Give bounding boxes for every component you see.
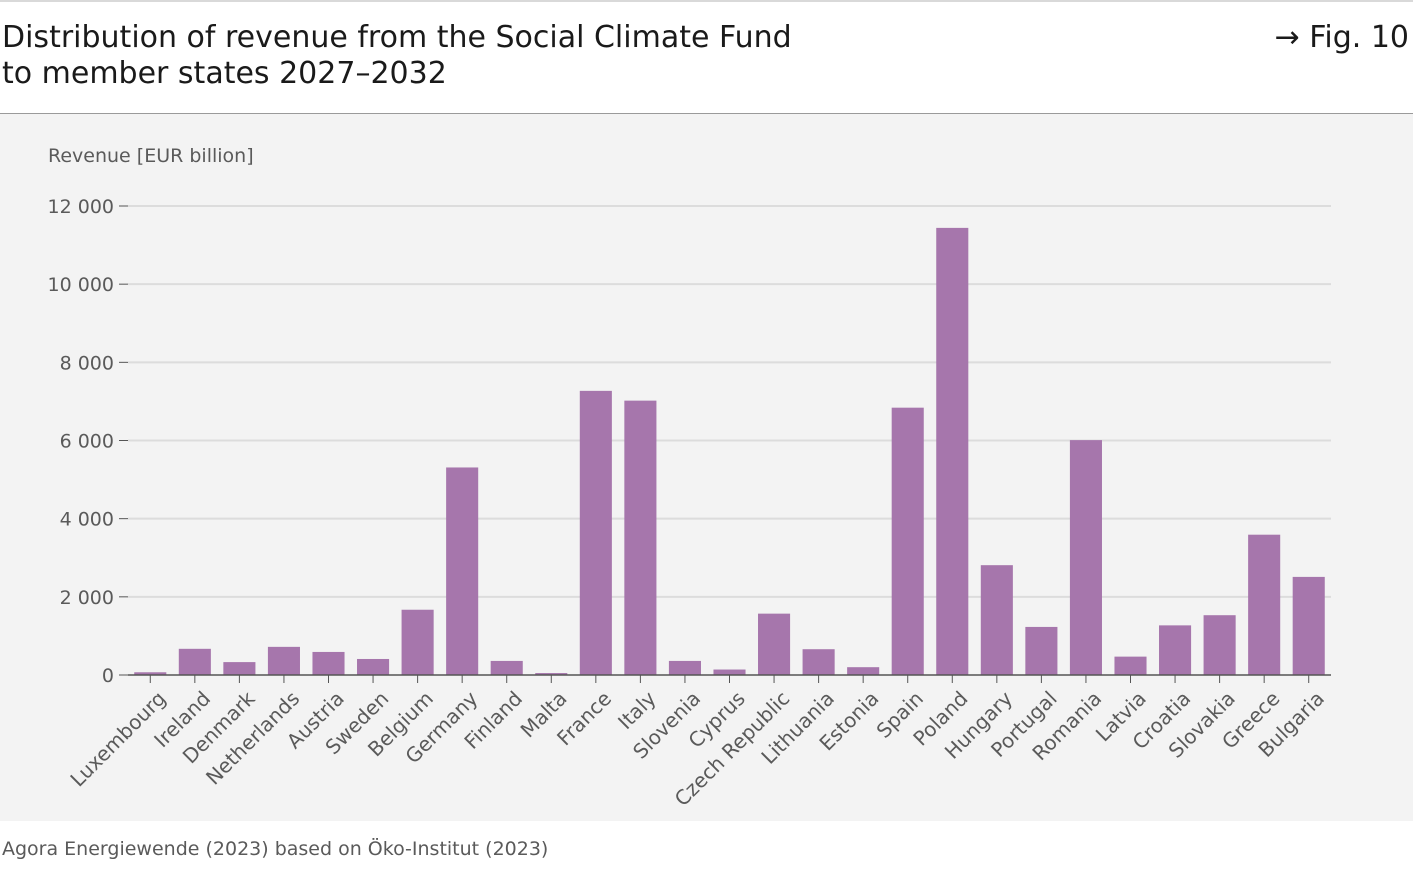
bar-greece (1248, 534, 1281, 675)
bar-bulgaria (1292, 576, 1325, 675)
bar-slovenia (668, 660, 701, 675)
bar-belgium (401, 609, 434, 675)
bar-sweden (357, 658, 390, 675)
bar-poland (936, 227, 969, 675)
bar-finland (490, 660, 523, 675)
bar-luxembourg (134, 672, 167, 675)
y-tick-label: 2 000 (60, 587, 114, 609)
bar-italy (624, 400, 657, 675)
bar-portugal (1025, 626, 1058, 675)
chart-title: Distribution of revenue from the Social … (2, 20, 1002, 92)
bar-malta (535, 673, 568, 675)
y-tick-label: 12 000 (48, 196, 114, 218)
y-tick-label: 6 000 (60, 431, 114, 453)
bar-spain (891, 407, 924, 675)
gridlines (128, 205, 1331, 598)
chart-title-line-1: Distribution of revenue from the Social … (2, 20, 792, 55)
bar-slovakia (1203, 615, 1236, 675)
figure-reference[interactable]: → Fig. 10 (1274, 20, 1409, 55)
top-rule (0, 0, 1413, 2)
header-divider (0, 113, 1413, 114)
bars (134, 227, 1325, 675)
y-tick-label: 8 000 (60, 352, 114, 374)
bar-germany (446, 467, 479, 675)
bar-latvia (1114, 656, 1147, 675)
bar-romania (1069, 440, 1102, 675)
y-tick-label: 10 000 (48, 274, 114, 296)
bar-denmark (223, 662, 256, 675)
bar-cyprus (713, 669, 746, 675)
y-tick-label: 4 000 (60, 509, 114, 531)
bar-netherlands (267, 646, 300, 675)
bar-ireland (178, 648, 211, 675)
bar-hungary (980, 565, 1013, 675)
bar-estonia (847, 667, 880, 675)
bar-lithuania (802, 649, 835, 675)
y-tick-label: 0 (102, 665, 114, 687)
y-axis-label: Revenue [EUR billion] (48, 145, 254, 167)
bar-czech-republic (758, 613, 791, 675)
bar-austria (312, 651, 345, 675)
source-note: Agora Energiewende (2023) based on Öko-I… (2, 838, 549, 860)
bar-croatia (1159, 625, 1192, 675)
bar-france (579, 390, 612, 675)
chart-title-line-2: to member states 2027–2032 (2, 56, 447, 91)
